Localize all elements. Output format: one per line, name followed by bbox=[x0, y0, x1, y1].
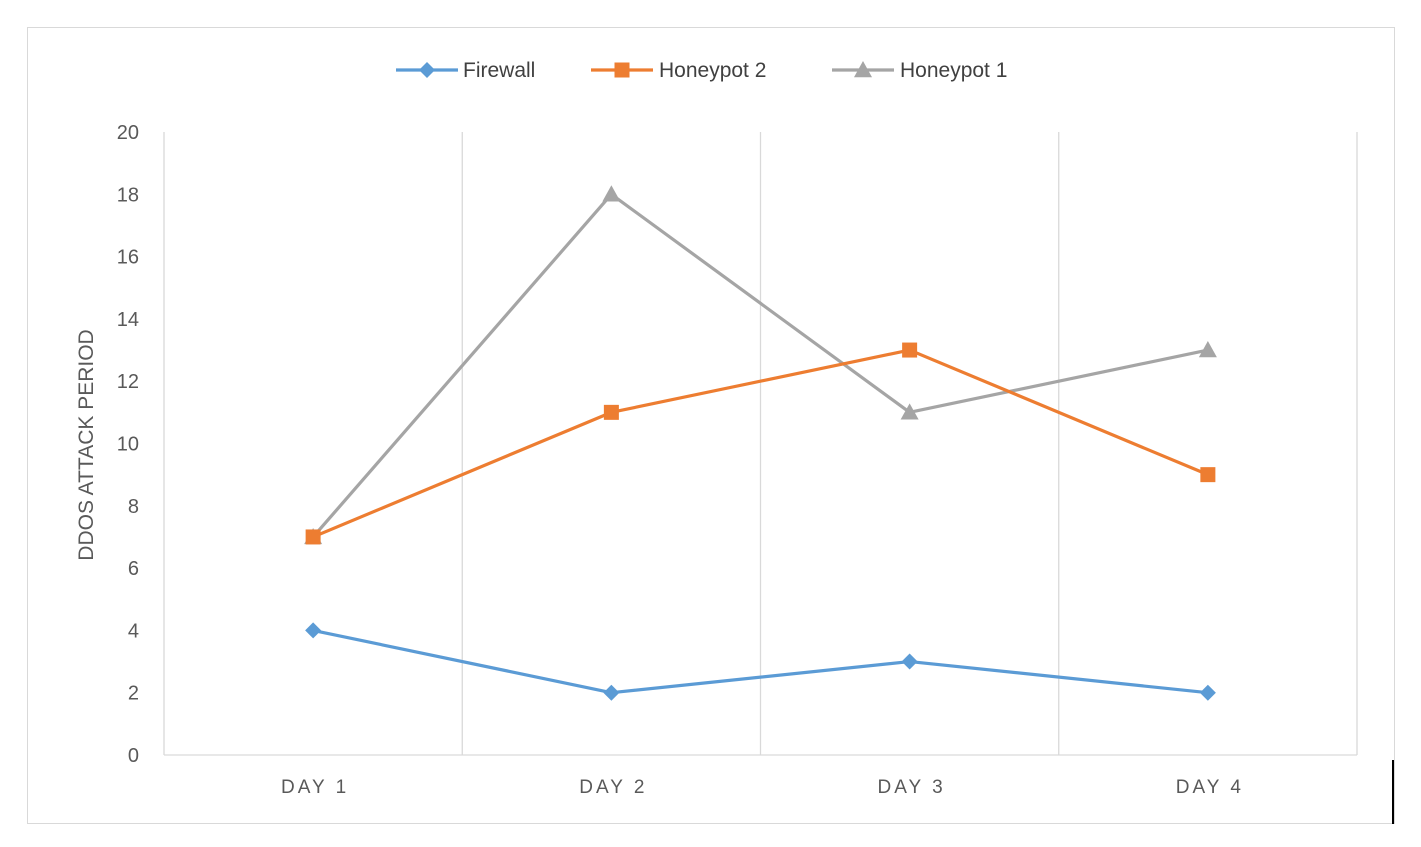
x-tick-label: DAY 1 bbox=[281, 777, 349, 798]
series-line-firewall bbox=[312, 628, 1209, 695]
series-line-honeypot-2 bbox=[312, 348, 1209, 539]
y-tick-label: 2 bbox=[128, 683, 139, 705]
data-point-firewall bbox=[901, 653, 918, 670]
y-tick-label: 0 bbox=[128, 745, 139, 767]
legend-swatch-marker bbox=[419, 62, 435, 78]
y-tick-label: 18 bbox=[117, 184, 139, 206]
data-point-honeypot-1 bbox=[900, 403, 919, 420]
legend-item-honeypot-1: Honeypot 1 bbox=[832, 59, 1007, 82]
y-tick-label: 14 bbox=[117, 309, 139, 331]
data-point-honeypot-2 bbox=[603, 404, 619, 420]
axes-layer: 0 2 4 6 8 10 12 14 16 18 20 DAY 1 DAY 2 DAY 3 DAY 4 bbox=[117, 122, 1357, 798]
legend-item-honeypot-2: Honeypot 2 bbox=[591, 59, 766, 82]
series-firewall bbox=[305, 622, 1216, 701]
y-tick-label: 12 bbox=[117, 371, 139, 393]
data-point-firewall bbox=[603, 684, 620, 701]
y-tick-label: 8 bbox=[128, 496, 139, 518]
data-point-firewall bbox=[1199, 684, 1216, 701]
legend-item-firewall: Firewall bbox=[396, 59, 535, 82]
series-honeypot-2 bbox=[305, 342, 1216, 545]
series-layer bbox=[304, 185, 1217, 701]
data-point-honeypot-1 bbox=[602, 185, 621, 202]
y-tick-label: 4 bbox=[128, 620, 139, 642]
legend-label: Honeypot 2 bbox=[659, 59, 766, 82]
data-point-honeypot-1 bbox=[1198, 341, 1217, 358]
legend-label: Firewall bbox=[463, 59, 535, 82]
data-point-honeypot-2 bbox=[902, 342, 918, 358]
text-cursor bbox=[1392, 760, 1394, 824]
y-axis-title: DDOS ATTACK PERIOD bbox=[75, 329, 98, 560]
x-tick-label: DAY 2 bbox=[579, 777, 647, 798]
grid-layer bbox=[163, 132, 1358, 755]
y-tick-label: 6 bbox=[128, 558, 139, 580]
data-point-honeypot-2 bbox=[305, 529, 321, 545]
x-tick-label: DAY 4 bbox=[1176, 777, 1244, 798]
data-point-honeypot-2 bbox=[1200, 467, 1216, 483]
legend-label: Honeypot 1 bbox=[900, 59, 1007, 82]
series-line-honeypot-1 bbox=[311, 192, 1209, 539]
data-point-firewall bbox=[305, 622, 322, 639]
legend: Firewall Honeypot 2 Honeypot 1 bbox=[396, 59, 1007, 82]
chart-frame bbox=[27, 27, 1395, 824]
x-tick-label: DAY 3 bbox=[878, 777, 946, 798]
y-tick-label: 16 bbox=[117, 247, 139, 269]
legend-swatch-marker bbox=[614, 62, 630, 78]
legend-swatch-marker bbox=[854, 61, 872, 78]
y-tick-label: 10 bbox=[117, 434, 139, 456]
y-tick-label: 20 bbox=[117, 122, 139, 144]
